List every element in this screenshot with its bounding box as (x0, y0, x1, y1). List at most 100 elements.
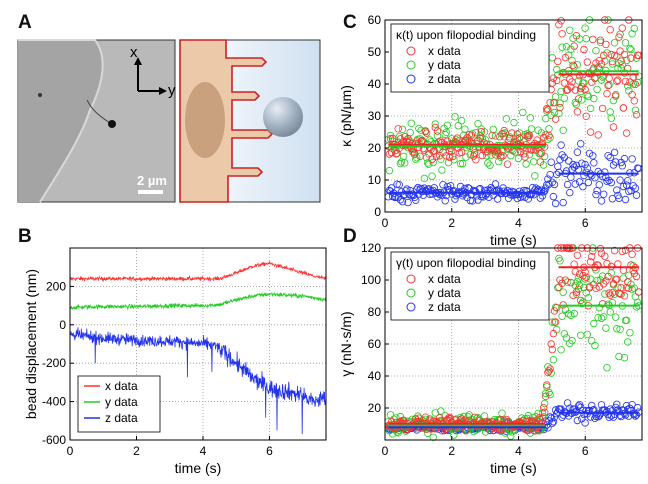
data-point (476, 134, 484, 143)
x-tick-label: 4 (515, 444, 522, 458)
data-point (612, 313, 620, 321)
data-point (488, 131, 496, 140)
data-point (566, 404, 574, 412)
data-point (452, 135, 460, 144)
data-point (500, 187, 508, 195)
data-point (589, 152, 597, 160)
data-point (581, 268, 589, 276)
data-point (581, 24, 589, 32)
data-point (621, 77, 630, 86)
data-point (558, 30, 566, 38)
data-point (624, 176, 632, 185)
data-point (579, 271, 587, 280)
data-point (609, 123, 618, 131)
data-point (600, 51, 608, 60)
data-point (629, 182, 637, 190)
data-point (560, 79, 568, 87)
data-point (597, 197, 606, 205)
data-point (591, 341, 599, 350)
data-point (632, 411, 641, 419)
data-point (612, 158, 620, 166)
y-tick-label: 0 (374, 205, 381, 219)
data-point (596, 244, 605, 253)
data-point (589, 35, 597, 44)
panel-label-c: C (343, 12, 357, 33)
data-point (627, 186, 635, 195)
data-point (612, 92, 620, 100)
data-point (525, 131, 534, 139)
data-point (563, 278, 572, 286)
data-point (614, 283, 622, 291)
data-point (415, 124, 423, 133)
data-point (536, 150, 544, 158)
data-point (543, 381, 551, 389)
bead-sphere (263, 97, 303, 137)
filopodium-line (86, 99, 111, 124)
y-tick-label: 120 (361, 241, 381, 255)
data-point (578, 96, 586, 104)
data-point (583, 164, 591, 172)
nucleus-shape (185, 82, 225, 158)
data-point (573, 251, 582, 259)
legend-marker (406, 302, 416, 312)
y-tick-label: 50 (368, 45, 382, 59)
data-point (604, 151, 612, 160)
data-point (610, 246, 619, 255)
data-point (547, 158, 555, 166)
data-point (556, 257, 564, 265)
data-point (531, 172, 539, 180)
data-point (558, 151, 566, 159)
data-point (592, 47, 600, 55)
data-point (484, 159, 492, 167)
data-point (626, 329, 634, 337)
data-point (404, 198, 412, 207)
data-point (571, 267, 579, 276)
data-point (544, 363, 552, 371)
data-point (543, 107, 551, 115)
data-point (562, 43, 571, 51)
data-point (554, 284, 562, 292)
data-point (568, 78, 576, 86)
panel-label-d: D (343, 226, 357, 247)
data-point (583, 330, 591, 339)
data-point (584, 294, 593, 302)
data-point (551, 199, 560, 208)
data-point (588, 252, 596, 261)
data-point (542, 114, 550, 123)
data-point (433, 127, 442, 135)
legend-label: x data (105, 379, 138, 393)
data-point (631, 80, 640, 88)
data-point (454, 121, 462, 130)
data-point (456, 159, 465, 168)
x-tick-label: 6 (266, 444, 273, 458)
data-point (536, 194, 544, 202)
data-point (431, 120, 439, 128)
data-point (503, 160, 512, 168)
data-point (397, 158, 406, 166)
data-point (579, 182, 587, 191)
data-point (546, 390, 554, 399)
data-point (584, 178, 593, 187)
data-point (385, 166, 394, 175)
data-point (474, 119, 482, 128)
y-tick-label: -600 (42, 433, 66, 447)
legend-label: x data (428, 272, 461, 286)
data-point (602, 277, 610, 285)
data-point (575, 281, 584, 290)
data-point (616, 325, 624, 333)
data-point (555, 21, 563, 29)
data-point (502, 415, 511, 424)
data-point (451, 195, 459, 203)
data-point (546, 365, 554, 373)
data-point (601, 168, 609, 176)
data-point (615, 59, 623, 68)
data-point (582, 112, 590, 120)
data-point (618, 60, 626, 69)
data-point (404, 134, 412, 143)
data-point (425, 150, 433, 158)
data-point (621, 39, 630, 47)
data-point (544, 105, 552, 114)
x-axis-label: time (s) (490, 460, 537, 476)
data-point (602, 40, 610, 49)
data-point (556, 99, 564, 107)
